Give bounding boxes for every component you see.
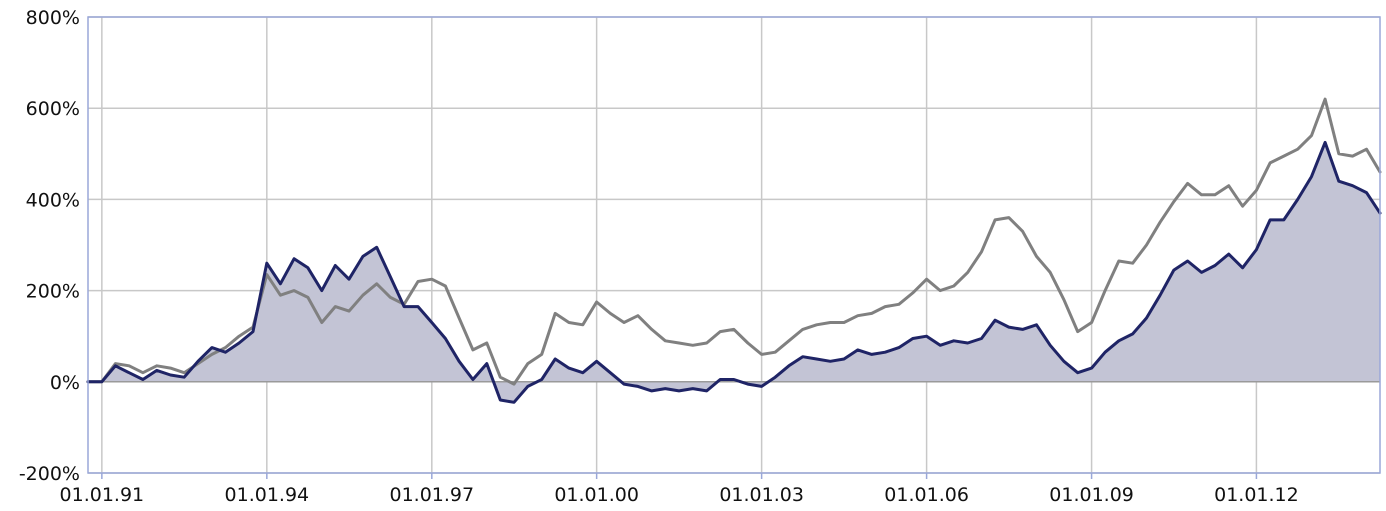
- plot-frame: [87, 16, 1381, 474]
- x-tick-label: 01.01.03: [719, 484, 804, 506]
- series-area-layer: [88, 142, 1380, 403]
- series-area-fill: [88, 142, 1380, 403]
- x-tick-label: 01.01.91: [60, 484, 145, 506]
- x-tick-label: 01.01.97: [390, 484, 475, 506]
- y-tick-label: 600%: [26, 98, 80, 120]
- y-tick-label: -200%: [19, 463, 80, 485]
- y-tick-label: 400%: [26, 189, 80, 211]
- series-line-layer: [86, 97, 1382, 404]
- x-tick-label: 01.01.09: [1049, 484, 1134, 506]
- series-line: [86, 140, 1382, 404]
- x-tick-label: 01.01.12: [1214, 484, 1299, 506]
- axes: -200% 0% 200% 400% 600% 800% 01.01.91 01.01.94 0…: [19, 7, 1299, 506]
- x-tick-label: 01.01.00: [554, 484, 639, 506]
- y-tick-label: 0%: [50, 372, 80, 394]
- plot-background: [88, 17, 1380, 473]
- series-line: [86, 97, 1382, 386]
- x-tick-label: 01.01.06: [884, 484, 969, 506]
- y-tick-label: 200%: [26, 281, 80, 303]
- x-tick-label: 01.01.94: [225, 484, 310, 506]
- y-tick-label: 800%: [26, 7, 80, 29]
